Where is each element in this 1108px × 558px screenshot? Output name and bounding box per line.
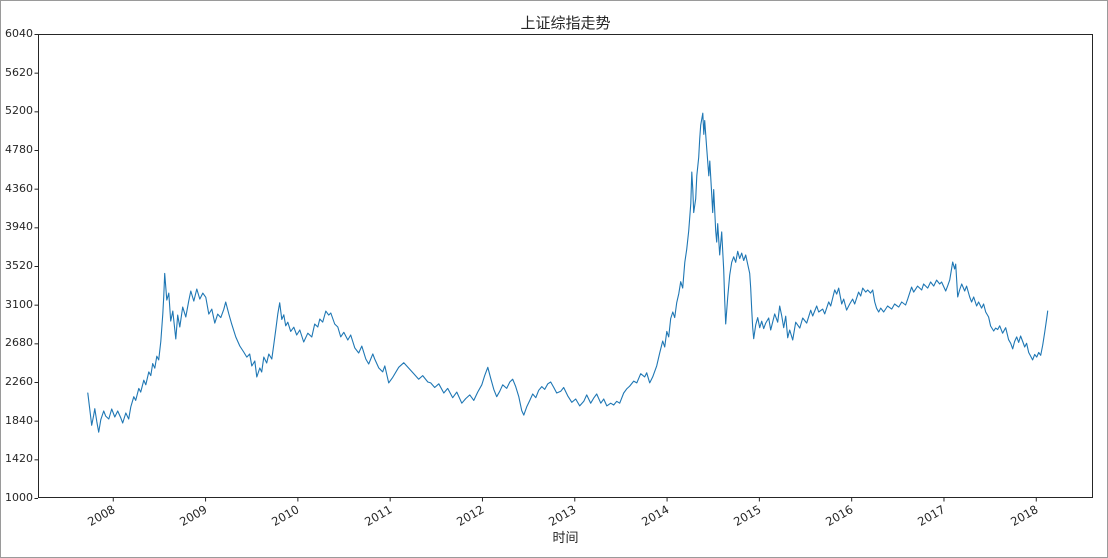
y-tick-label: 2260: [5, 375, 33, 388]
y-tick-label: 5200: [5, 104, 33, 118]
y-tick-label: 3940: [5, 220, 33, 234]
y-tick-label: 3100: [5, 297, 33, 311]
y-tick-label: 4780: [5, 143, 33, 156]
y-tick-label: 1840: [5, 413, 33, 427]
y-tick-label: 3520: [5, 259, 33, 272]
x-axis-label: 时间: [552, 531, 579, 546]
y-tick-label: 4360: [5, 181, 33, 195]
y-tick-label: 5620: [5, 65, 33, 79]
series-line: [87, 112, 1049, 433]
chart-title: 上证综指走势: [520, 14, 611, 32]
y-tick-label: 1420: [5, 452, 33, 466]
y-tick-label: 2680: [5, 336, 33, 350]
y-tick-label: 1000: [5, 491, 33, 504]
y-tick-label: 6040: [5, 27, 33, 40]
axes-frame: [38, 34, 1093, 498]
